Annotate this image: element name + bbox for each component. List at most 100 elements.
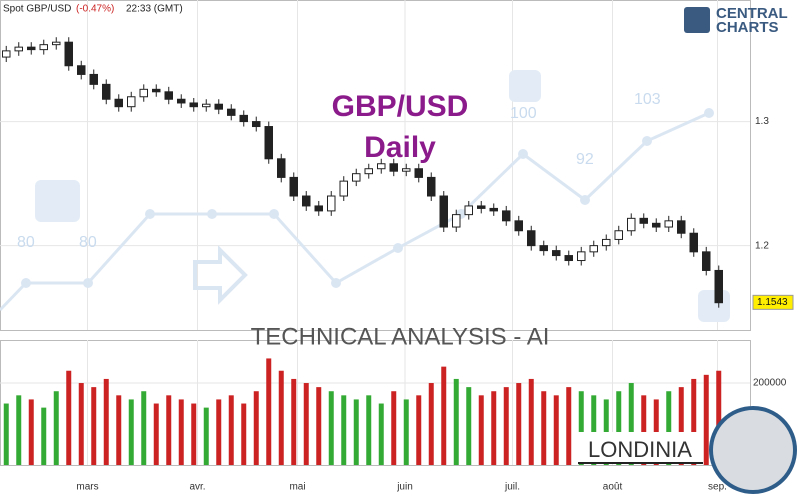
candle-body bbox=[364, 168, 373, 175]
volume-bar bbox=[353, 399, 359, 465]
watermark-arrow bbox=[193, 245, 248, 305]
candle-body bbox=[227, 108, 236, 116]
marks bbox=[2, 37, 723, 465]
watermark-number: 80 bbox=[17, 234, 35, 251]
candle-body bbox=[102, 83, 111, 100]
candle-body bbox=[439, 195, 448, 228]
y-tick-label: 1.2 bbox=[755, 240, 769, 251]
watermark-number: 100 bbox=[510, 105, 537, 122]
candle-body bbox=[114, 98, 123, 108]
volume-bar bbox=[291, 378, 297, 465]
candle-body bbox=[602, 238, 611, 247]
candle-body bbox=[339, 180, 348, 197]
volume-bar bbox=[441, 366, 447, 465]
candle-body bbox=[189, 102, 198, 108]
volume-bar bbox=[628, 383, 634, 465]
chart-title: GBP/USD bbox=[332, 90, 469, 123]
candle-body bbox=[264, 126, 273, 160]
volume-bar bbox=[516, 383, 522, 465]
volume-bar bbox=[378, 403, 384, 465]
volume-bar bbox=[116, 395, 122, 465]
volume-bar bbox=[591, 395, 597, 465]
volume-bar bbox=[228, 395, 234, 465]
price-panel bbox=[0, 0, 751, 331]
candle-body bbox=[202, 103, 211, 108]
candle-body bbox=[677, 220, 686, 234]
volume-bar bbox=[453, 378, 459, 465]
volume-bar bbox=[78, 383, 84, 465]
watermark-icon bbox=[698, 290, 730, 322]
candle-body bbox=[702, 251, 711, 271]
candle-body bbox=[464, 205, 473, 216]
candle-body bbox=[639, 217, 648, 224]
candle-body bbox=[627, 217, 636, 232]
volume-bar bbox=[666, 391, 672, 465]
volume-bar bbox=[528, 378, 534, 465]
candle-body bbox=[352, 173, 361, 182]
volume-bar bbox=[278, 370, 284, 465]
x-tick-label: mai bbox=[289, 482, 305, 493]
volume-bar bbox=[141, 391, 147, 465]
x-tick-label: avr. bbox=[189, 482, 205, 493]
volume-bar bbox=[253, 391, 259, 465]
candle-body bbox=[77, 65, 86, 75]
candle-body bbox=[402, 168, 411, 172]
watermark-numbers: 80 80 100 92 103 bbox=[17, 91, 661, 251]
volume-bar bbox=[341, 395, 347, 465]
candle-body bbox=[452, 214, 461, 228]
candle-body bbox=[177, 98, 186, 104]
volume-bar bbox=[678, 387, 684, 465]
volume-bar bbox=[41, 407, 47, 465]
volume-bar bbox=[266, 358, 272, 465]
candle-body bbox=[214, 103, 223, 110]
change: (-0.47%) bbox=[76, 4, 114, 15]
watermark-icon bbox=[509, 70, 541, 102]
volume-bar bbox=[428, 383, 434, 465]
volume-bar bbox=[691, 378, 697, 465]
volume-bar bbox=[641, 395, 647, 465]
volume-bar bbox=[491, 391, 497, 465]
volume-bar bbox=[316, 387, 322, 465]
candle-body bbox=[327, 195, 336, 212]
volume-bar bbox=[241, 403, 247, 465]
candle-body bbox=[389, 163, 398, 172]
candle-body bbox=[89, 73, 98, 85]
x-tick-label: juin bbox=[396, 482, 413, 493]
volume-bar bbox=[91, 387, 97, 465]
candle-body bbox=[164, 91, 173, 100]
candle-body bbox=[652, 222, 661, 228]
volume-bar bbox=[541, 391, 547, 465]
candle-body bbox=[39, 44, 48, 51]
candle-body bbox=[552, 250, 561, 257]
candle-body bbox=[152, 88, 161, 93]
candle-body bbox=[277, 158, 286, 178]
footer-box bbox=[578, 432, 703, 464]
candle-body bbox=[477, 205, 486, 209]
volume-bar bbox=[366, 395, 372, 465]
instrument: Spot GBP/USD bbox=[3, 4, 71, 15]
volume-bar bbox=[478, 395, 484, 465]
volume-bar bbox=[503, 387, 509, 465]
candle-body bbox=[27, 46, 36, 51]
last-price-label: 1.1543 bbox=[757, 297, 788, 308]
candle-body bbox=[52, 41, 61, 46]
volume-bar bbox=[616, 391, 622, 465]
candle-body bbox=[14, 46, 23, 52]
volume-bar bbox=[16, 395, 22, 465]
chart-subtitle: Daily bbox=[364, 131, 436, 164]
y-tick-label: 200000 bbox=[753, 378, 787, 389]
watermark-number: 80 bbox=[79, 234, 97, 251]
volume-bar bbox=[166, 395, 172, 465]
candle-body bbox=[502, 210, 511, 222]
volume-bar bbox=[703, 374, 709, 465]
annotation: TECHNICAL ANALYSIS - AI bbox=[251, 323, 550, 350]
candle-body bbox=[2, 50, 11, 58]
volume-bar bbox=[28, 399, 34, 465]
volume-bar bbox=[66, 370, 72, 465]
footer-avatar bbox=[709, 406, 797, 494]
volume-panel bbox=[0, 340, 751, 466]
watermark-icon bbox=[35, 180, 80, 222]
volume-bar bbox=[403, 399, 409, 465]
candle-body bbox=[564, 255, 573, 262]
